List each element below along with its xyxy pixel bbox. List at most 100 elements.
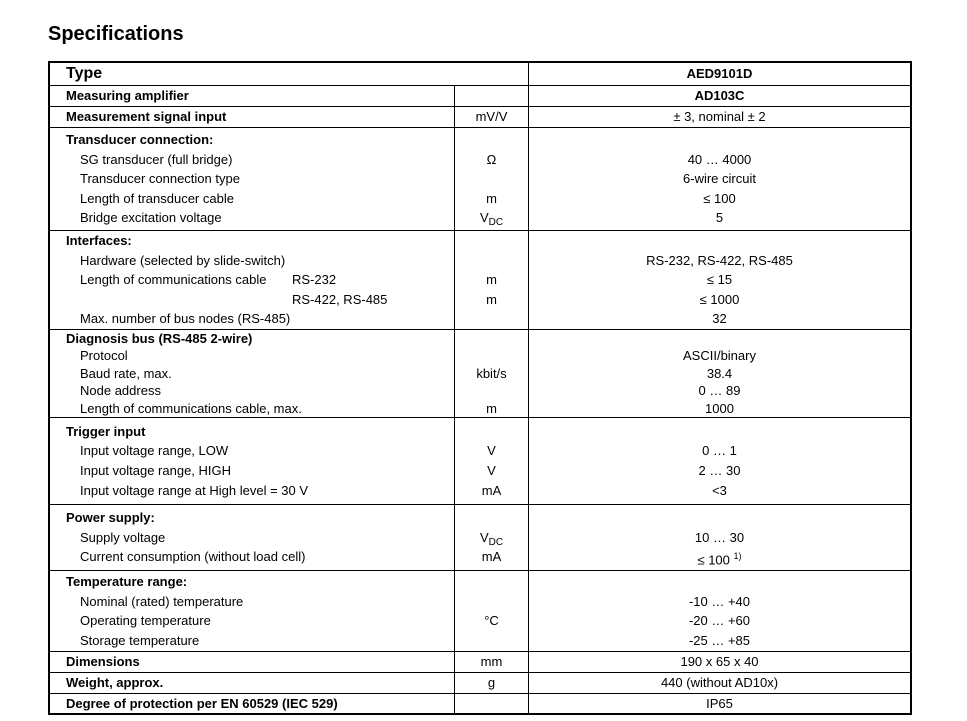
- unit-subscript: DC: [488, 536, 504, 548]
- label-text: Input voltage range at High level = 30 V: [80, 482, 309, 498]
- spec-value: [529, 330, 910, 347]
- spec-value: [529, 130, 910, 150]
- spec-value: <3: [529, 481, 910, 501]
- label-text: Transducer connection:: [66, 132, 214, 147]
- spec-section: Degree of protection per EN 60529 (IEC 5…: [50, 693, 910, 714]
- interface-type: RS-422, RS-485: [292, 291, 388, 307]
- value-text: 190 x 65 x 40: [680, 654, 759, 670]
- spec-label: Length of transducer cable: [66, 189, 454, 209]
- label-text: Trigger input: [66, 423, 146, 439]
- spec-unit: [455, 130, 528, 150]
- spec-label-cell: Degree of protection per EN 60529 (IEC 5…: [50, 694, 454, 713]
- spec-label: Nominal (rated) temperature: [66, 592, 454, 612]
- label-text: Length of transducer cable: [80, 190, 234, 206]
- spec-section: Interfaces: Hardware (selected by slide-s…: [50, 229, 910, 329]
- value-text: -20 … +60: [688, 613, 751, 629]
- unit-text: kbit/s: [476, 365, 507, 381]
- spec-unit-cell: °C: [454, 571, 528, 652]
- spec-value: 10 … 30: [529, 528, 910, 548]
- spec-value: 40 … 4000: [529, 150, 910, 170]
- spec-value: ≤ 15: [529, 270, 910, 290]
- spec-section: Trigger input Input voltage range, LOW Inp…: [50, 416, 910, 505]
- unit-text: m: [486, 272, 497, 288]
- page-title: Specifications: [48, 23, 184, 45]
- label-text: Temperature range:: [66, 574, 188, 590]
- value-text: 0 … 89: [698, 383, 741, 399]
- spec-label: Power supply:: [66, 508, 454, 528]
- spec-section: Transducer connection: SG transducer (ful…: [50, 127, 910, 230]
- spec-value: [529, 508, 910, 528]
- label-text: Baud rate, max.: [80, 365, 172, 381]
- unit-text: m: [486, 291, 497, 307]
- spec-unit: mA: [455, 481, 528, 501]
- spec-value: ≤ 100: [529, 189, 910, 209]
- value-text: 10 … 30: [694, 529, 745, 545]
- spec-label: Measurement signal input: [66, 107, 454, 127]
- spec-label: Measuring amplifier: [66, 86, 454, 106]
- spec-label-cell: Dimensions: [50, 652, 454, 672]
- value-text: 32: [712, 311, 727, 327]
- spec-value: 190 x 65 x 40: [529, 652, 910, 672]
- interface-type: RS-232: [292, 272, 337, 288]
- label-text: Current consumption (without load cell): [80, 549, 306, 565]
- spec-value: 5: [529, 208, 910, 228]
- spec-value: 32: [529, 309, 910, 329]
- unit-text: °C: [484, 613, 499, 629]
- spec-section: Measuring amplifier AD103C: [50, 85, 910, 106]
- spec-label: Supply voltage: [66, 528, 454, 548]
- spec-label: SG transducer (full bridge): [66, 150, 454, 170]
- spec-value: 6-wire circuit: [529, 169, 910, 189]
- spec-label: Length of communications cable RS-232: [66, 270, 454, 290]
- spec-value-cell: ASCII/binary 38.4 0 … 89 1000: [528, 329, 910, 417]
- spec-unit: kbit/s: [455, 365, 528, 382]
- label-text: Supply voltage: [80, 529, 166, 545]
- spec-label: Max. number of bus nodes (RS-485): [66, 309, 454, 329]
- spec-unit: m: [455, 270, 528, 290]
- spec-label: Trigger input: [66, 422, 454, 442]
- spec-value: 2 … 30: [529, 461, 910, 481]
- spec-value: RS-232, RS-422, RS-485: [529, 251, 910, 271]
- spec-unit: m: [455, 290, 528, 310]
- spec-label: Transducer connection:: [66, 130, 454, 150]
- spec-label-cell: Measuring amplifier: [50, 86, 454, 106]
- spec-value: 0 … 1: [529, 441, 910, 461]
- label-text: Length of communications cable: [80, 272, 267, 288]
- spec-label: Temperature range:: [66, 572, 454, 592]
- spec-label: Bridge excitation voltage: [66, 208, 454, 228]
- label-text: Diagnosis bus (RS-485 2-wire): [66, 330, 253, 346]
- label-text: Hardware (selected by slide-switch): [80, 252, 286, 268]
- spec-unit: V: [455, 441, 528, 461]
- spec-unit: [455, 592, 528, 612]
- spec-unit: mA: [455, 547, 528, 567]
- spec-label-cell: Power supply: Supply voltage Current consu…: [50, 505, 454, 570]
- spec-value: -20 … +60: [529, 611, 910, 631]
- spec-label: Transducer connection type: [66, 169, 454, 189]
- spec-unit: V: [455, 461, 528, 481]
- label-text: SG transducer (full bridge): [80, 151, 233, 167]
- spec-value-cell: RS-232, RS-422, RS-485 ≤ 15 ≤ 1000 32: [528, 230, 910, 329]
- spec-unit: VDC: [455, 208, 528, 228]
- spec-label: Interfaces:: [66, 231, 454, 251]
- spec-value: IP65: [529, 694, 910, 713]
- label-text: Input voltage range, LOW: [80, 443, 229, 459]
- label-text: Weight, approx.: [66, 675, 164, 691]
- value-text: -10 … +40: [688, 593, 751, 609]
- spec-label-cell: Measurement signal input: [50, 107, 454, 127]
- spec-unit: m: [455, 400, 528, 417]
- spec-label-cell: Interfaces: Hardware (selected by slide-s…: [50, 231, 454, 329]
- spec-section: Power supply: Supply voltage Current consu…: [50, 504, 910, 571]
- spec-unit: [455, 347, 528, 364]
- unit-text: V: [479, 210, 489, 226]
- label-text: Measurement signal input: [66, 109, 227, 124]
- value-text: <3: [712, 482, 727, 498]
- spec-value: [529, 231, 910, 251]
- spec-label-cell: Trigger input Input voltage range, LOW Inp…: [50, 418, 454, 504]
- spec-label: Operating temperature: [66, 611, 454, 631]
- footnote-ref: 1): [733, 551, 742, 562]
- value-text: IP65: [706, 696, 733, 712]
- spec-label: Node address: [66, 382, 454, 399]
- value-text: 6-wire circuit: [683, 171, 756, 187]
- label-text: Operating temperature: [80, 613, 211, 629]
- spec-label: Current consumption (without load cell): [66, 547, 454, 567]
